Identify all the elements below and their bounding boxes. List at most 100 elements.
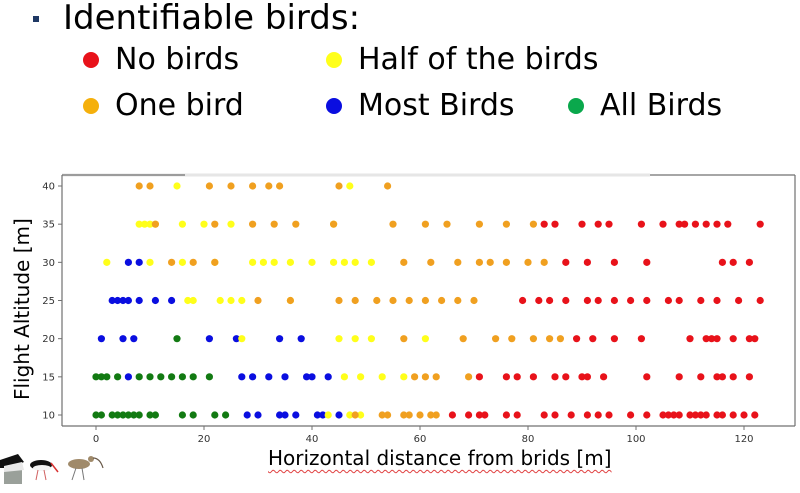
data-point	[421, 373, 429, 381]
data-point	[135, 220, 143, 228]
data-point	[200, 220, 208, 228]
data-point	[427, 411, 435, 419]
data-point	[378, 373, 386, 381]
data-point	[227, 296, 235, 305]
x-tick-label: 100	[626, 434, 645, 445]
data-point	[589, 335, 597, 343]
data-point	[567, 411, 575, 419]
data-point	[664, 296, 673, 305]
data-point	[297, 335, 305, 343]
data-point	[211, 258, 219, 266]
y-tick-label: 30	[42, 258, 55, 269]
data-point	[330, 258, 338, 266]
data-point	[546, 335, 554, 343]
data-point	[114, 373, 122, 381]
y-axis-ticks: 10 15 20 25 30 35 40	[42, 182, 62, 422]
data-point	[335, 335, 343, 343]
data-point	[697, 373, 705, 381]
data-point	[400, 258, 408, 266]
legend-label: No birds	[115, 42, 240, 77]
data-point	[691, 220, 700, 228]
data-point	[448, 411, 456, 419]
data-point	[367, 335, 375, 343]
orange-dot-icon	[83, 97, 99, 114]
x-axis-label: Horizontal distance from brids [m]	[268, 446, 612, 470]
data-point	[265, 182, 273, 190]
data-point	[303, 373, 311, 381]
data-point	[675, 296, 683, 305]
data-point	[227, 220, 235, 228]
data-point	[562, 258, 570, 266]
data-point	[691, 411, 700, 419]
slide-heading: Identifiable birds:	[63, 0, 361, 38]
y-tick-label: 35	[42, 220, 55, 231]
data-point	[184, 296, 192, 305]
data-point	[351, 411, 359, 419]
y-axis-label: Flight Altitude [m]	[10, 218, 34, 400]
data-point	[508, 335, 516, 343]
data-point	[713, 373, 721, 381]
bird-illustrations	[0, 454, 104, 484]
data-point	[421, 335, 429, 343]
x-tick-label: 60	[414, 434, 427, 445]
data-point	[416, 411, 424, 419]
data-point	[643, 411, 651, 419]
data-point	[119, 335, 127, 343]
data-point	[276, 411, 284, 419]
data-point	[254, 411, 262, 419]
data-point	[551, 373, 559, 381]
blue-dot-icon	[326, 97, 342, 114]
legend-label: One bird	[115, 88, 244, 123]
legend-item-half: Half of the birds	[326, 42, 598, 77]
data-point	[146, 182, 154, 190]
legend-label: All Birds	[600, 88, 723, 123]
data-point	[427, 258, 435, 266]
data-point	[211, 411, 219, 419]
data-point	[502, 373, 510, 381]
data-point	[421, 296, 429, 305]
data-point	[384, 182, 392, 190]
data-point	[313, 411, 321, 419]
data-point	[594, 220, 602, 228]
data-point	[265, 373, 273, 381]
data-point	[540, 258, 548, 266]
legend-item-all-birds: All Birds	[568, 88, 722, 123]
data-point	[745, 373, 754, 381]
data-point	[400, 335, 408, 343]
data-point	[411, 373, 419, 381]
data-point	[119, 411, 127, 419]
data-point	[686, 335, 694, 343]
data-point	[130, 335, 138, 343]
data-point	[276, 182, 284, 190]
data-point	[135, 411, 143, 419]
data-point	[459, 335, 467, 343]
data-point	[513, 373, 521, 381]
data-point	[659, 220, 667, 228]
data-point	[232, 335, 240, 343]
data-point	[454, 296, 462, 305]
data-point	[610, 296, 619, 305]
data-point	[400, 373, 408, 381]
data-point	[713, 335, 721, 343]
x-tick-label: 80	[522, 434, 535, 445]
data-point	[421, 220, 429, 228]
data-point	[637, 220, 646, 228]
data-point	[389, 296, 397, 305]
data-points	[92, 182, 764, 419]
green-dot-icon	[568, 97, 584, 114]
data-point	[405, 296, 413, 305]
data-point	[351, 335, 359, 343]
data-point	[324, 411, 332, 419]
data-point	[135, 373, 143, 381]
data-point	[432, 373, 440, 381]
data-point	[189, 258, 197, 266]
data-point	[751, 335, 759, 343]
legend-item-one-bird: One bird	[83, 88, 244, 123]
data-point	[465, 411, 473, 419]
data-point	[351, 296, 359, 305]
red-dot-icon	[83, 51, 99, 68]
data-point	[702, 220, 710, 228]
x-axis-ticks: 0 20 40 60 80 100 120	[93, 426, 754, 445]
data-point	[238, 296, 246, 305]
data-point	[108, 296, 116, 305]
